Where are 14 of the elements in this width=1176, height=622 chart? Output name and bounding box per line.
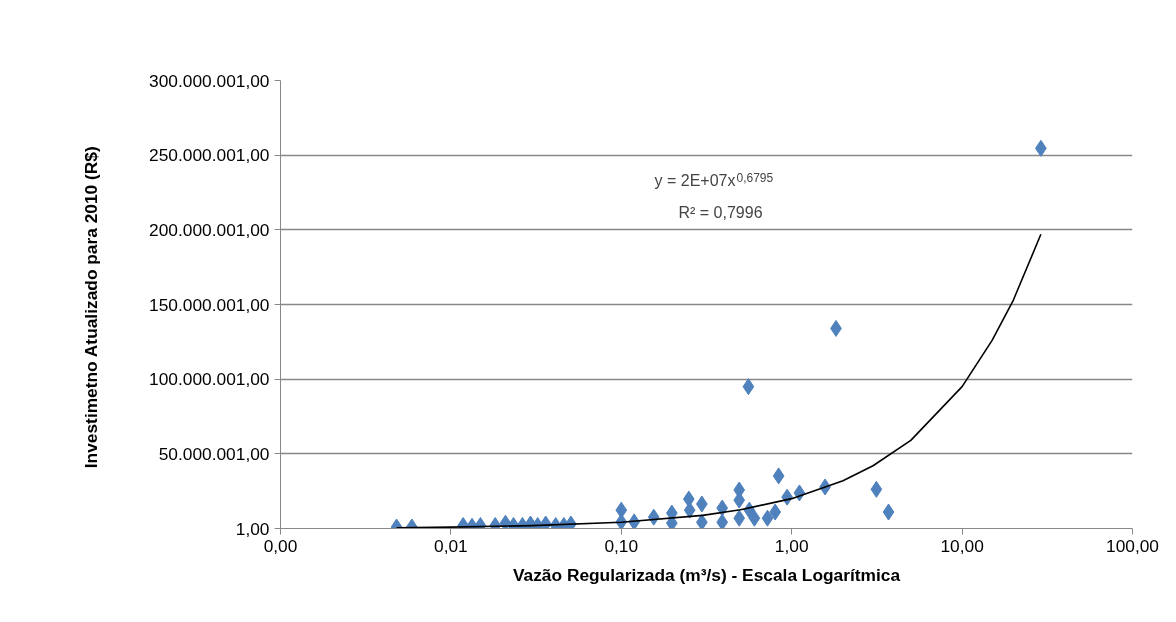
y-tick-label: 50.000.001,00	[158, 443, 270, 464]
x-tick-label: 10,00	[940, 535, 984, 556]
annotation: R² = 0,7996	[678, 203, 763, 221]
y-tick-label: 300.000.001,00	[149, 70, 270, 91]
y-tick-label: 250.000.001,00	[149, 145, 270, 166]
y-tick-label: 150.000.001,00	[149, 294, 270, 315]
x-tick-label: 100,00	[1106, 535, 1159, 556]
y-tick-label: 200.000.001,00	[149, 219, 270, 240]
x-tick-label: 0,01	[434, 535, 468, 556]
x-axis-title: Vazão Regularizada (m³/s) - Escala Logarítmica	[512, 564, 901, 585]
y-tick-label: 100.000.001,00	[149, 369, 270, 390]
x-tick-label: 0,10	[604, 535, 639, 556]
x-tick-label: 1,00	[774, 535, 809, 556]
y-axis-title: Investimetno Atualizado para 2010 (R$)	[81, 146, 102, 469]
